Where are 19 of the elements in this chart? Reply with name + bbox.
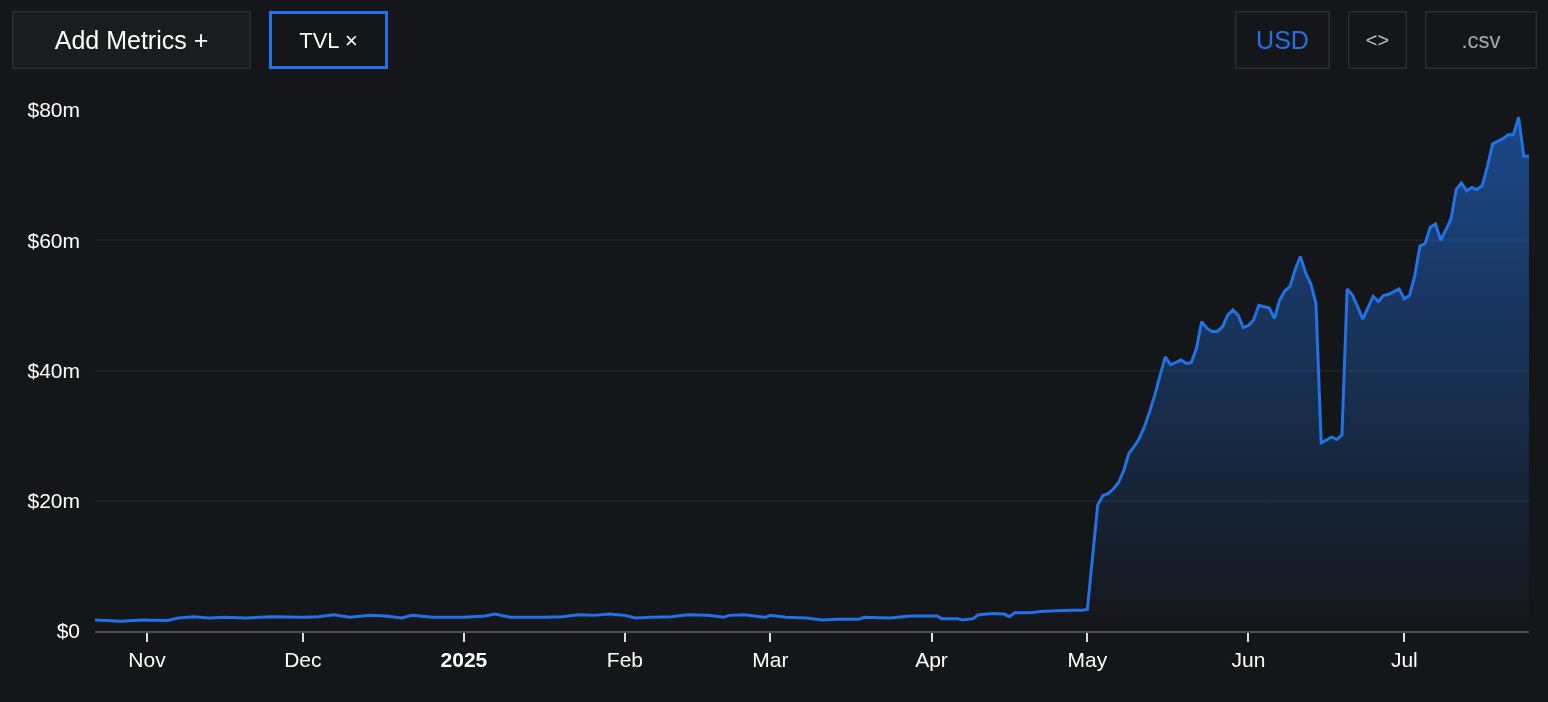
text: TVL × [299,27,358,53]
y-tick-label: $0 [56,619,80,643]
y-tick-label: $60m [27,228,80,252]
x-tick-label: Nov [128,648,167,672]
text: <> [1365,29,1390,51]
y-tick-label: $40m [27,358,80,382]
text: .csv [1461,27,1501,53]
x-tick-label: 2025 [440,648,488,672]
x-tick-label: Jul [1390,648,1418,672]
text: Add Metrics + [54,26,209,54]
x-tick-label: May [1067,648,1108,672]
y-tick-label: $20m [27,489,80,513]
y-tick-label: $80m [27,98,80,122]
x-tick-label: Mar [752,648,789,672]
x-tick-label: Apr [915,648,948,672]
x-tick-label: Jun [1231,648,1266,672]
x-tick-label: Feb [606,648,644,672]
text: USD [1256,26,1309,54]
x-tick-label: Dec [284,648,322,672]
